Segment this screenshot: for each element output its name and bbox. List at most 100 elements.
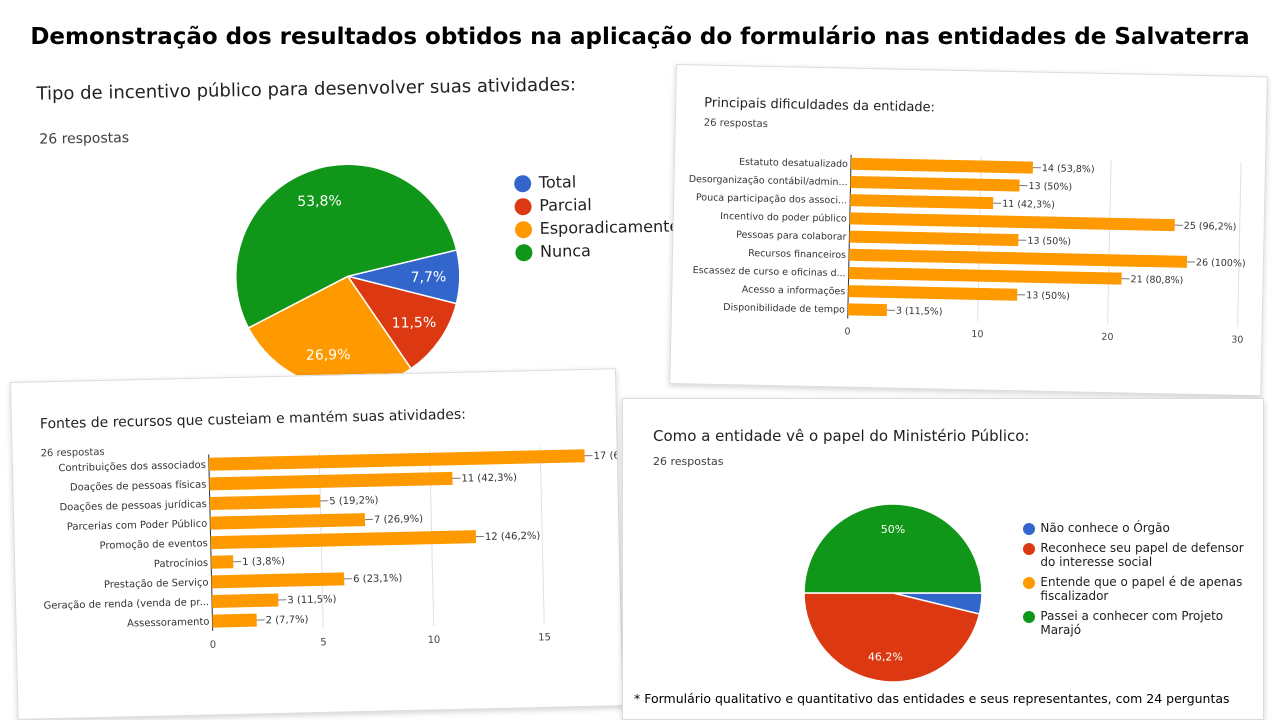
legend-label: Parcial bbox=[539, 195, 592, 215]
footnote: * Formulário qualitativo e quantitativo … bbox=[634, 691, 1230, 706]
gridline bbox=[1107, 160, 1112, 324]
category-label-5: Patrocínios bbox=[154, 557, 209, 570]
bar-1 bbox=[209, 471, 453, 491]
legend-label: Esporadicamente bbox=[539, 216, 680, 238]
category-label-2: Doações de pessoas jurídicas bbox=[59, 498, 207, 513]
data-label-3: 7 (26,9%) bbox=[374, 514, 423, 526]
legend-item-2: Entende que o papel é de apenas fiscaliz… bbox=[1023, 575, 1261, 603]
legend-swatch bbox=[514, 221, 533, 239]
bar-4 bbox=[210, 530, 477, 550]
legend-label: Passei a conhecer com Projeto Marajó bbox=[1040, 609, 1224, 637]
pie-chart-ministerio: 46,2% 50% bbox=[803, 503, 983, 683]
pie-panel-incentivo: Tipo de incentivo público para desenvolv… bbox=[18, 50, 684, 380]
bar-1 bbox=[850, 175, 1020, 192]
x-tick-label-3: 30 bbox=[1231, 334, 1243, 345]
bar-4 bbox=[849, 230, 1019, 247]
bar-chart-dificuldades: 0 10 20 30 Estatuto desatualizado 14 (53,8%) D… bbox=[689, 154, 1246, 346]
data-label-0: 17 (65,4 bbox=[594, 450, 624, 462]
legend-item-1: Parcial bbox=[514, 193, 679, 216]
legend-item-1: Reconhece seu papel de defensor do inter… bbox=[1023, 541, 1261, 569]
category-label-0: Estatuto desatualizado bbox=[739, 157, 848, 170]
data-label-2: 5 (19,2%) bbox=[329, 495, 378, 507]
pie-slice-1 bbox=[803, 592, 981, 683]
x-tick-label-1: 5 bbox=[320, 637, 327, 648]
legend-swatch bbox=[514, 175, 532, 193]
data-label-7: 3 (11,5%) bbox=[287, 594, 336, 606]
bar-5 bbox=[848, 248, 1188, 268]
data-label-5: 26 (100%) bbox=[1196, 257, 1246, 269]
gridline bbox=[539, 446, 545, 624]
data-label-4: 12 (46,2%) bbox=[485, 531, 541, 543]
chart-title: Como a entidade vê o papel do Ministério… bbox=[653, 427, 1030, 445]
data-label-0: 14 (53,8%) bbox=[1042, 163, 1095, 175]
category-label-2: Pouca participação dos associ... bbox=[696, 192, 847, 206]
bar-0 bbox=[208, 449, 585, 471]
bar-3 bbox=[210, 513, 366, 530]
bar-3 bbox=[849, 212, 1175, 232]
chart-legend: Não conhece o Órgão Reconhece seu papel d… bbox=[1023, 521, 1261, 643]
bar-6 bbox=[848, 266, 1122, 285]
category-label-3: Incentivo do poder público bbox=[720, 211, 847, 225]
bar-chart-fontes: 0 5 10 15 Contribuições dos associados 17 (65… bbox=[43, 446, 624, 651]
category-label-7: Acesso a informações bbox=[742, 284, 846, 297]
bar-2 bbox=[209, 494, 321, 510]
data-label-6: 6 (23,1%) bbox=[353, 573, 402, 585]
bar-5 bbox=[210, 555, 234, 569]
legend-swatch bbox=[1023, 523, 1035, 535]
legend-swatch bbox=[1023, 577, 1035, 589]
legend-item-3: Passei a conhecer com Projeto Marajó bbox=[1023, 609, 1261, 637]
pie-label-3: 50% bbox=[881, 523, 905, 536]
x-tick-label-1: 10 bbox=[971, 329, 983, 340]
legend-item-2: Esporadicamente bbox=[514, 216, 680, 239]
legend-swatch bbox=[1023, 611, 1035, 623]
bar-0 bbox=[850, 157, 1034, 174]
pie-label-1: 11,5% bbox=[392, 315, 437, 332]
pie-slice-3 bbox=[803, 503, 983, 594]
chart-legend: Total Parcial Esporadicamente Nunca bbox=[514, 170, 680, 265]
bar-2 bbox=[850, 194, 994, 210]
legend-item-3: Nunca bbox=[515, 239, 680, 262]
page-title: Demonstração dos resultados obtidos na a… bbox=[30, 24, 1250, 50]
legend-swatch bbox=[514, 198, 532, 216]
data-label-8: 2 (7,7%) bbox=[266, 614, 309, 626]
data-label-2: 11 (42,3%) bbox=[1002, 199, 1055, 211]
legend-label: Não conhece o Órgão bbox=[1040, 521, 1170, 535]
pie-panel-ministerio: Como a entidade vê o papel do Ministério… bbox=[622, 398, 1264, 720]
data-label-1: 13 (50%) bbox=[1028, 181, 1072, 193]
data-label-3: 25 (96,2%) bbox=[1184, 221, 1237, 233]
data-label-8: 3 (11,5%) bbox=[896, 306, 943, 318]
category-label-7: Geração de renda (venda de pr... bbox=[43, 597, 209, 612]
category-label-8: Assessoramento bbox=[127, 617, 210, 630]
legend-item-0: Não conhece o Órgão bbox=[1023, 521, 1261, 535]
legend-label: Reconhece seu papel de defensor do inter… bbox=[1040, 541, 1244, 569]
bar-panel-fontes: Fontes de recursos que custeiam e mantém… bbox=[10, 368, 624, 720]
data-label-6: 21 (80,8%) bbox=[1130, 274, 1183, 286]
legend-swatch bbox=[1023, 543, 1035, 555]
category-label-0: Contribuições dos associados bbox=[58, 460, 206, 474]
x-tick-label-2: 10 bbox=[428, 635, 441, 646]
category-label-1: Desorganização contábil/admin... bbox=[689, 174, 848, 188]
x-tick-label-3: 15 bbox=[538, 632, 551, 643]
pie-chart-incentivo: 7,7% 11,5% 26,9% 53,8% bbox=[235, 163, 461, 380]
pie-label-2: 26,9% bbox=[306, 347, 351, 364]
legend-label: Nunca bbox=[539, 241, 592, 261]
data-label-1: 11 (42,3%) bbox=[461, 472, 517, 484]
bar-panel-dificuldades: Principais dificuldades da entidade: 26 … bbox=[669, 64, 1268, 397]
bar-8 bbox=[847, 303, 888, 317]
category-label-6: Escassez de curso e oficinas d... bbox=[693, 265, 846, 279]
legend-item-0: Total bbox=[514, 170, 679, 193]
category-label-5: Recursos financeiros bbox=[748, 248, 846, 261]
pie-label-0: 7,7% bbox=[411, 269, 447, 286]
bar-7 bbox=[848, 285, 1018, 301]
pie-slice-3 bbox=[235, 163, 458, 329]
bar-8 bbox=[212, 613, 257, 628]
data-label-7: 13 (50%) bbox=[1026, 290, 1070, 302]
category-label-6: Prestação de Serviço bbox=[104, 577, 209, 590]
gridline bbox=[1237, 162, 1242, 327]
legend-label: Total bbox=[538, 172, 577, 192]
category-label-4: Pessoas para colaborar bbox=[736, 230, 847, 243]
response-count: 26 respostas bbox=[653, 455, 724, 468]
pie-label-3: 53,8% bbox=[297, 193, 342, 210]
legend-swatch bbox=[515, 244, 533, 262]
pie-slice-1 bbox=[346, 275, 458, 370]
